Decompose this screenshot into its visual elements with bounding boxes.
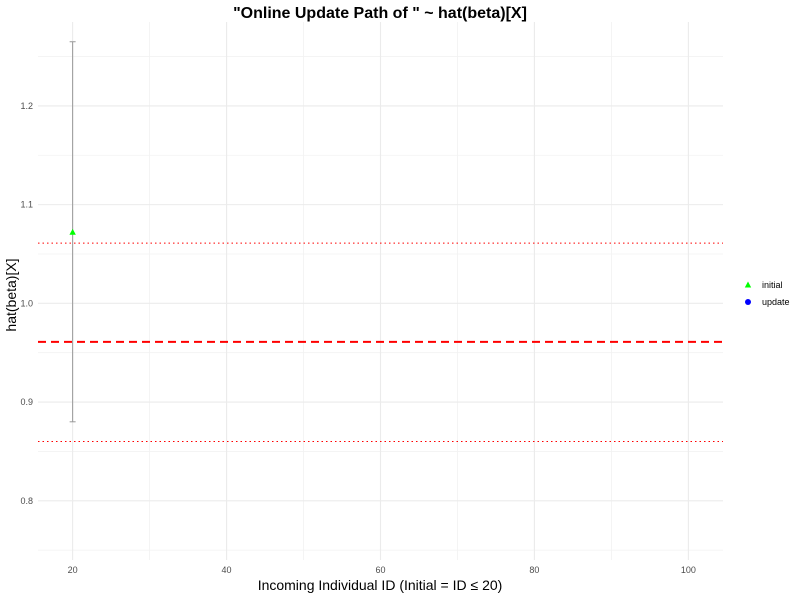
- reference-lines: [38, 242, 723, 443]
- x-tick-labels: 20 40 60 80 100: [68, 565, 696, 575]
- x-tick-label: 100: [681, 565, 696, 575]
- legend-label-update: update: [762, 297, 790, 307]
- y-tick-label: 0.8: [20, 496, 33, 506]
- y-tick-label: 0.9: [20, 397, 33, 407]
- legend-key-initial: [744, 281, 752, 288]
- chart-title: "Online Update Path of " ~ hat(beta)[X]: [233, 5, 527, 22]
- y-tick-labels: 0.8 0.9 1.0 1.1 1.2: [20, 101, 33, 506]
- x-tick-label: 80: [529, 565, 539, 575]
- x-tick-label: 20: [68, 565, 78, 575]
- x-axis-label: Incoming Individual ID (Initial = ID ≤ 2…: [258, 577, 503, 593]
- x-tick-label: 40: [222, 565, 232, 575]
- data-point-initial: [69, 228, 76, 235]
- x-tick-label: 60: [375, 565, 385, 575]
- y-axis-label: hat(beta)[X]: [3, 258, 19, 331]
- y-tick-label: 1.0: [20, 298, 33, 308]
- legend: initial update: [744, 280, 790, 307]
- y-tick-label: 1.1: [20, 200, 33, 210]
- y-tick-label: 1.2: [20, 101, 33, 111]
- legend-label-initial: initial: [762, 280, 783, 290]
- legend-key-update: [745, 299, 751, 305]
- data-points: [69, 228, 76, 235]
- grid-major: [38, 22, 723, 560]
